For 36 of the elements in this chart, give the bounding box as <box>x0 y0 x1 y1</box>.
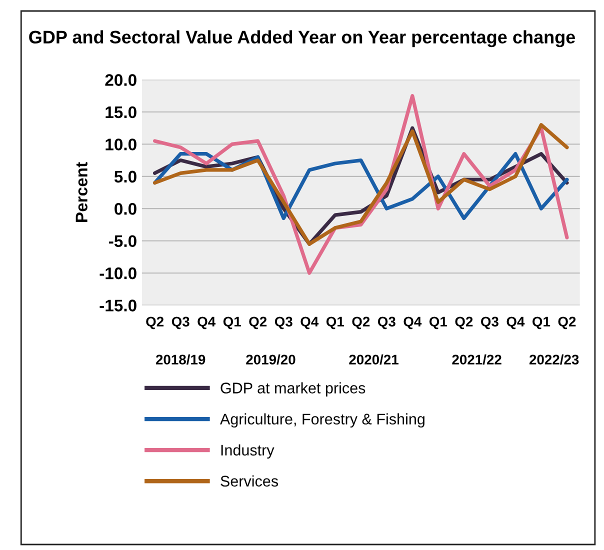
chart-title: GDP and Sectoral Value Added Year on Year percentage change <box>29 30 576 48</box>
x-tick-label: Q4 <box>404 316 422 330</box>
legend-label: Agriculture, Forestry & Fishing <box>220 413 424 428</box>
x-tick-label: Q4 <box>300 316 319 330</box>
y-tick-label: 15.0 <box>106 106 136 118</box>
legend-label: Services <box>220 475 278 487</box>
x-tick-label: Q2 <box>249 316 267 330</box>
text: 2019/20 <box>246 354 296 365</box>
y-tick-label: -15.0 <box>100 300 136 312</box>
text: 2018/19 <box>156 354 206 365</box>
x-tick-label: Q1 <box>429 316 448 330</box>
y-tick-label: 20.0 <box>105 74 136 86</box>
y-tick-label: 10.0 <box>106 138 136 150</box>
legend-label: GDP at market prices <box>220 382 366 396</box>
text: 2022/23 <box>529 354 579 365</box>
x-tick-label: Q3 <box>480 316 498 330</box>
x-tick-label: Q2 <box>558 316 576 330</box>
x-tick-label: Q4 <box>198 316 216 330</box>
y-tick-label: -10.0 <box>100 267 136 280</box>
x-tick-label: Q1 <box>326 316 344 330</box>
x-tick-label: Q1 <box>223 316 241 330</box>
x-tick-label: Q2 <box>455 316 473 330</box>
x-tick-label: Q2 <box>352 316 370 330</box>
text: 2021/22 <box>452 354 502 365</box>
x-tick-label: Q4 <box>506 316 525 330</box>
x-tick-label: Q2 <box>146 316 164 330</box>
y-tick-label: -5.0 <box>109 235 136 248</box>
y-tick-label: 0.0 <box>114 203 136 215</box>
y-tick-label: 5.0 <box>114 170 136 183</box>
text: 2020/21 <box>349 354 398 365</box>
legend-label: Industry <box>221 444 274 459</box>
x-tick-label: Q3 <box>172 316 190 330</box>
x-tick-label: Q3 <box>378 316 396 330</box>
y-axis-title: Percent <box>76 162 88 222</box>
x-tick-label: Q1 <box>532 316 550 330</box>
x-tick-label: Q3 <box>274 316 292 330</box>
